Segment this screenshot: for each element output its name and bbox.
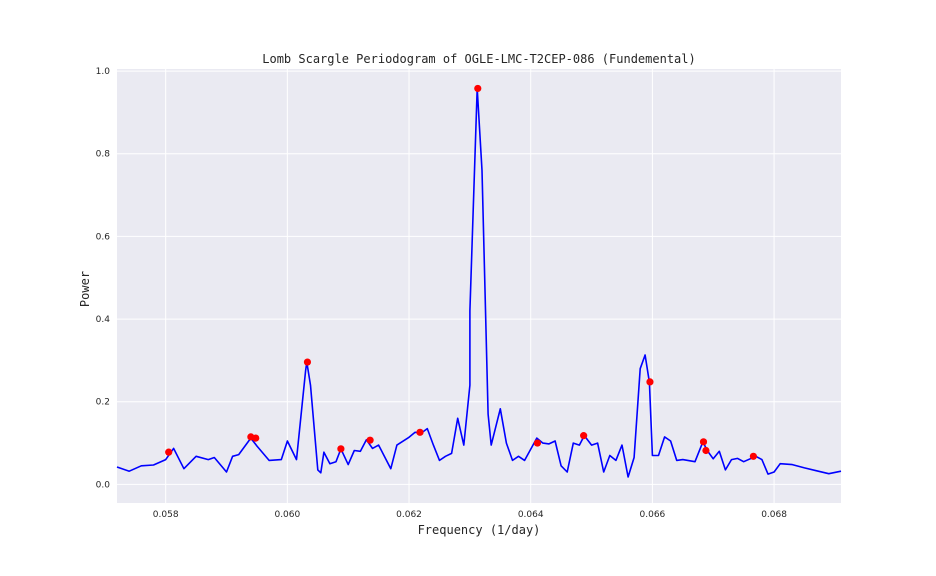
- y-tick-label: 0.0: [96, 480, 111, 490]
- chart-title: Lomb Scargle Periodogram of OGLE-LMC-T2C…: [262, 52, 695, 66]
- x-tick-label: 0.062: [396, 510, 422, 520]
- tick-labels: 0.058 0.060 0.062 0.064 0.066 0.068 0.0 0.2 0.4 0…: [96, 67, 788, 520]
- x-axis-label: Frequency (1/day): [418, 523, 541, 537]
- grid: [117, 69, 841, 503]
- y-tick-label: 1.0: [96, 67, 111, 77]
- peak-marker: [580, 432, 588, 440]
- peak-marker: [646, 378, 654, 386]
- peak-marker: [303, 358, 312, 366]
- x-tick-label: 0.058: [153, 510, 179, 520]
- x-tick-label: 0.060: [274, 510, 300, 520]
- x-tick-label: 0.068: [761, 510, 787, 520]
- peak-marker: [252, 434, 260, 442]
- y-tick-label: 0.6: [96, 232, 111, 242]
- peak-marker: [416, 428, 424, 436]
- peak-marker: [165, 448, 173, 456]
- y-tick-label: 0.8: [96, 150, 111, 160]
- peak-marker: [749, 452, 757, 460]
- y-tick-label: 0.4: [96, 315, 111, 325]
- series-layer: [116, 84, 842, 478]
- y-tick-label: 0.2: [96, 398, 110, 408]
- x-tick-label: 0.066: [640, 510, 666, 520]
- plot-area: [117, 69, 841, 503]
- peak-marker: [702, 446, 710, 455]
- peak-marker: [699, 438, 708, 446]
- peak-marker: [366, 436, 374, 444]
- peak-marker: [533, 439, 542, 447]
- peak-marker: [474, 84, 482, 93]
- x-tick-label: 0.064: [518, 510, 544, 520]
- y-axis-label: Power: [78, 271, 92, 307]
- peak-marker: [337, 445, 345, 453]
